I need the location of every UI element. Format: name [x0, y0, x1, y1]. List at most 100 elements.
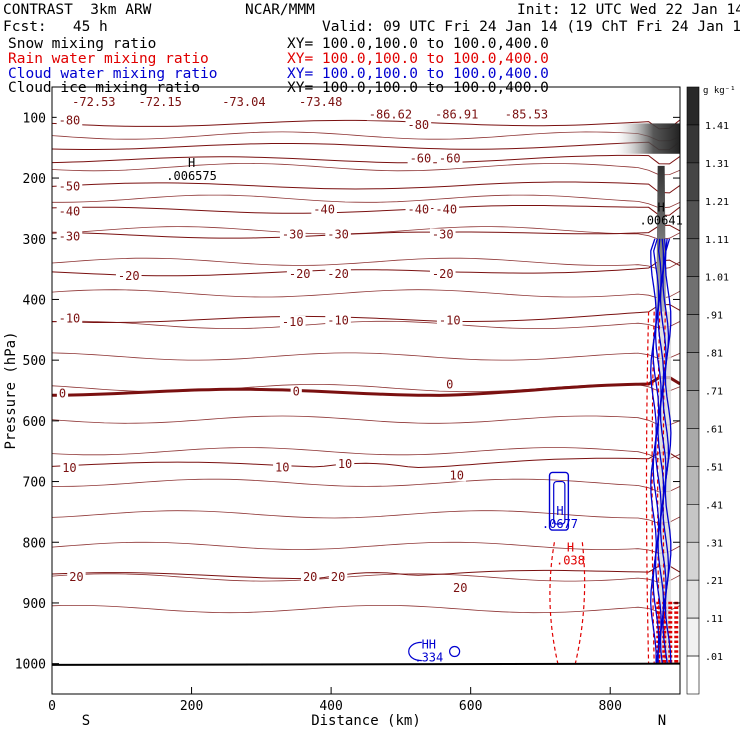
- field-snow-xy: XY= 100.0,100.0 to 100.0,400.0: [287, 36, 549, 52]
- isotherm-label-bg: [447, 469, 466, 482]
- isotherm-label-bg: [335, 457, 355, 470]
- isotherm-label: -80: [407, 118, 429, 132]
- isotherm-label: 20: [69, 570, 83, 584]
- isotherm-label-bg: [407, 152, 434, 165]
- isotherm-label: -50: [59, 180, 81, 194]
- y-tick-label: 900: [23, 597, 46, 612]
- field-rain-xy: XY= 100.0,100.0 to 100.0,400.0: [287, 51, 549, 67]
- colorbar-segment: [686, 428, 700, 467]
- colorbar-label: .61: [705, 424, 723, 435]
- extremum-marker: HH: [422, 638, 436, 652]
- isotherm-line: [52, 352, 680, 361]
- colorbar-segment: [686, 504, 700, 543]
- x-tick-label: 200: [180, 699, 203, 714]
- y-tick-label: 800: [23, 536, 46, 551]
- isotherm-label: -10: [327, 314, 349, 328]
- isotherm-label-bg: [136, 96, 184, 109]
- isotherm-line: [52, 447, 680, 460]
- colorbar-segment: [686, 541, 700, 581]
- isotherm-label-bg: [433, 108, 481, 121]
- colorbar-segment: [686, 314, 700, 353]
- cloud-water-contour: [449, 645, 461, 658]
- x-axis-label: Distance (km): [311, 713, 421, 729]
- isotherm-label-bg: [56, 312, 83, 325]
- cloud-water-contour: [408, 641, 422, 662]
- isotherm-label-bg: [325, 314, 351, 327]
- cloud-water-contour: [553, 480, 566, 525]
- isotherm-label: -30: [59, 229, 81, 243]
- isotherm-line: [52, 452, 680, 469]
- x-tick-label: 0: [48, 699, 56, 714]
- isotherm-label: -60: [439, 152, 461, 166]
- isotherm-label-bg: [56, 230, 83, 243]
- colorbar-segment: [686, 352, 700, 391]
- org-label: NCAR/MMM: [245, 2, 315, 18]
- isotherm-label: -86.91: [435, 107, 478, 121]
- isotherm-label: 0: [446, 377, 453, 391]
- field-ice-xy: XY= 100.0,100.0 to 100.0,400.0: [287, 80, 549, 96]
- isotherm-line: [52, 541, 680, 554]
- extremum-marker: H: [188, 156, 195, 170]
- isotherm-label-bg: [220, 96, 268, 109]
- isotherm-label: -40: [407, 203, 429, 217]
- y-tick-label: 100: [23, 111, 46, 126]
- isotherm-label: 20: [453, 581, 467, 595]
- isotherm-line: [52, 194, 680, 209]
- isotherm-label-bg: [444, 378, 456, 391]
- isotherm-label-bg: [56, 387, 69, 400]
- isotherm-line: [52, 119, 680, 130]
- isotherm-label-bg: [300, 570, 320, 583]
- isotherm-label-bg: [429, 228, 456, 241]
- y-tick-label: 500: [23, 354, 46, 369]
- colorbar-unit: g kg⁻¹: [703, 86, 736, 96]
- field-snow-label: Snow mixing ratio: [8, 36, 157, 52]
- isotherm-label: 10: [62, 461, 76, 475]
- init-label: Init: 12 UTC Wed 22 Jan 14: [517, 2, 740, 18]
- rain-contour: [657, 311, 661, 664]
- isotherm-label-bg: [56, 180, 83, 193]
- isotherm-label-bg: [67, 570, 86, 583]
- isotherm-label: 20: [303, 570, 317, 584]
- rain-contour: [645, 311, 650, 664]
- isotherm-label-bg: [279, 315, 306, 328]
- isotherm-label: -40: [435, 203, 457, 217]
- isotherm-label-bg: [502, 108, 551, 121]
- isotherm-line: [52, 303, 680, 323]
- cloud-ice-shading: [613, 123, 680, 154]
- extremum-value: .0677: [542, 517, 578, 531]
- isotherm-label: -30: [432, 228, 454, 242]
- extremum-value: .00641: [639, 213, 682, 227]
- isotherm-label-bg: [290, 385, 302, 398]
- colorbar-label: .31: [705, 538, 723, 549]
- colorbar-label: .91: [705, 311, 723, 322]
- isotherm-label-bg: [325, 228, 351, 241]
- colorbar-segment: [686, 162, 700, 202]
- fcst-label: Fcst: 45 h: [3, 19, 108, 35]
- isotherm-label: -86.62: [369, 107, 412, 121]
- field-cloud-xy: XY= 100.0,100.0 to 100.0,400.0: [287, 66, 549, 82]
- isotherm-label-bg: [279, 228, 306, 241]
- isotherm-label: -40: [59, 204, 81, 218]
- y-axis-label: Pressure (hPa): [3, 331, 19, 449]
- isotherm-line: [52, 226, 680, 240]
- isotherm-line: [52, 383, 680, 393]
- isotherm-label: -72.15: [138, 95, 181, 109]
- colorbar-segment: [686, 238, 700, 277]
- isotherm-line: [52, 289, 680, 299]
- isotherm-line: [52, 478, 680, 493]
- colorbar-label: .11: [705, 614, 723, 625]
- isotherm-label-bg: [436, 314, 463, 327]
- colorbar-label: 1.11: [705, 235, 729, 246]
- isotherm-label-bg: [115, 269, 142, 282]
- isotherm-label-bg: [273, 461, 292, 474]
- isotherm-label-bg: [366, 108, 415, 121]
- extremum-value: .038: [556, 553, 585, 567]
- x-tick-label: 600: [459, 699, 482, 714]
- x-tick-label: 400: [319, 699, 342, 714]
- isotherm-label-bg: [328, 570, 348, 583]
- rain-contour: [549, 542, 586, 664]
- direction-north-label: N: [658, 713, 666, 729]
- colorbar-segment: [686, 124, 700, 164]
- cloud-water-contour: [548, 471, 570, 531]
